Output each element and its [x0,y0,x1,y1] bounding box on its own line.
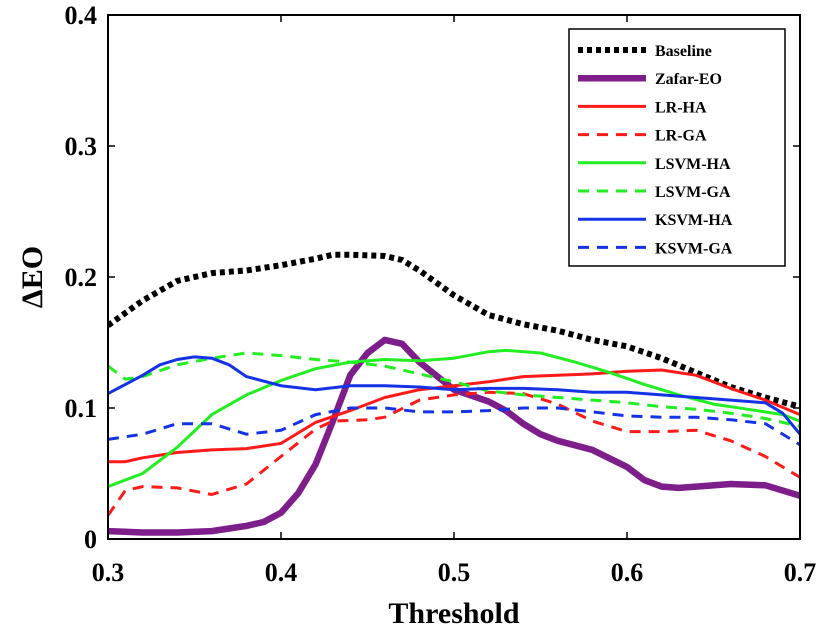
series-line-baseline [108,251,800,410]
legend-label-baseline: Baseline [655,43,712,60]
legend: Baseline Zafar-EO LR-HA LR-GA LSVM-HA LSVM-GA… [568,28,786,267]
x-axis-title: Threshold [388,597,519,629]
x-tick-label: 0.6 [611,558,644,587]
legend-label-lsvm-ha: LSVM-HA [655,156,731,173]
legend-label-ksvm-ga: KSVM-GA [655,240,733,257]
legend-label-zafar-eo: Zafar-EO [655,71,722,88]
series-line-lr-ga [108,390,800,517]
legend-label-lsvm-ga: LSVM-GA [655,184,731,201]
y-axis-title: ΔEO [16,246,49,308]
legend-label-ksvm-ha: KSVM-HA [655,212,733,229]
x-tick-label: 0.4 [265,558,298,587]
y-tick-label: 0.3 [65,132,98,161]
ticks-layer: 0.3 0.4 0.5 0.6 0.7 0 0.1 0.2 0.3 0.4 [65,1,817,587]
x-tick-label: 0.3 [92,558,125,587]
series-layer [108,251,800,536]
series-line-ksvm-ha [108,355,800,436]
y-tick-label: 0.4 [65,1,98,30]
legend-label-lr-ha: LR-HA [655,99,707,116]
series-line-ksvm-ga [108,406,800,446]
legend-box [568,28,786,267]
y-tick-label: 0 [84,525,97,554]
legend-label-lr-ga: LR-GA [655,128,707,145]
series-line-lsvm-ha [108,348,800,489]
x-tick-label: 0.7 [784,558,817,587]
y-tick-label: 0.1 [65,394,98,423]
x-tick-label: 0.5 [438,558,471,587]
series-line-zafar-eo [108,336,800,536]
y-tick-label: 0.2 [65,263,98,292]
